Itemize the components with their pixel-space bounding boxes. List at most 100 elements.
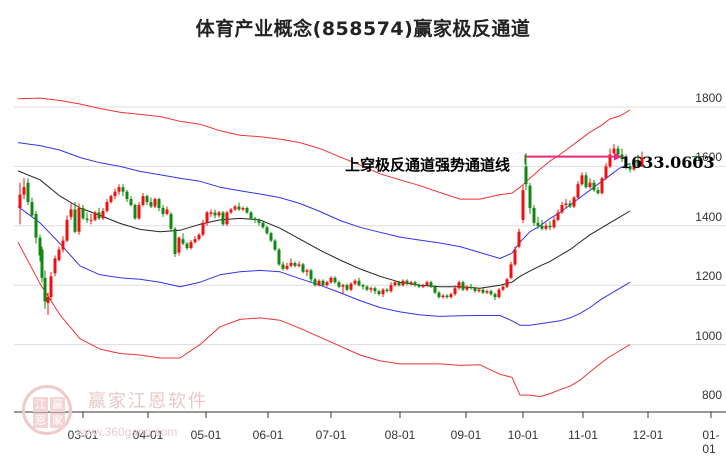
watermark-logo-char: 家 [50,413,65,428]
candle-down [121,187,125,192]
candle-down [40,249,44,278]
candle-up [229,209,233,213]
candle-up [389,285,393,292]
candle-up [197,234,201,240]
candle-down [429,282,433,287]
candle-up [93,212,97,220]
candle-down [461,282,465,290]
candle-down [377,291,381,295]
candle-down [30,202,34,216]
candle-up [421,285,425,287]
candle-up [381,289,385,295]
candle-down [85,218,89,220]
candle-up [57,249,61,260]
candle-up [193,239,197,243]
candle-down [489,291,493,295]
candle-down [181,239,185,244]
candle-down [620,154,624,159]
candle-down [373,288,377,292]
upper-inner-band-line [17,142,631,259]
candle-down [385,289,389,292]
candle-down [433,286,437,293]
candle-up [105,202,109,211]
candle-down [528,185,532,208]
candle-down [253,218,257,220]
candle-down [43,277,47,302]
candle-down [265,227,269,234]
candle-up [217,212,221,216]
candle-down [397,282,401,286]
watermark-logo-icon: 江 赢 恩 家 [22,385,72,435]
candle-down [269,233,273,241]
lower-outer-band-line [17,241,631,398]
candle-down [161,207,165,214]
x-tick-label: 07-01 [315,428,347,442]
candle-down [337,282,341,287]
watermark-url: www.360gann.com [76,425,178,439]
x-tick-label: 06-01 [252,428,284,442]
candle-up [109,196,113,203]
candle-down [405,280,409,284]
candle-up [501,286,505,290]
candle-up [572,197,576,207]
candle-up [285,265,289,269]
candle-up [353,280,357,284]
x-tick-label: 04-01 [132,428,164,442]
candle-down [34,213,38,238]
y-tick-label: 1800 [695,91,722,105]
candle-up [441,295,445,298]
candle-up [600,178,604,194]
y-tick-label: 800 [701,388,722,402]
candle-up [165,209,169,214]
candle-down [481,289,485,293]
candle-down [345,285,349,290]
candle-up [233,206,237,210]
y-tick-label: 1400 [695,209,722,224]
candle-up [297,264,301,266]
candle-up [517,231,521,247]
candle-up [409,282,413,284]
candle-down [469,286,473,289]
candle-up [89,219,93,221]
x-tick-label: 11-01 [568,428,598,442]
lower-inner-band-line [17,206,631,326]
candle-down [26,182,30,203]
candle-up [401,280,405,286]
candle-down [129,199,133,206]
candle-up [576,184,580,198]
candle-down [281,264,285,269]
candle-down [636,160,640,167]
candle-up [604,166,608,179]
watermark-logo-char: 恩 [33,413,48,428]
candle-up [477,289,481,292]
candle-down [365,286,369,290]
candle-up [141,196,145,206]
candle-up [560,205,564,213]
candle-up [113,191,117,197]
candle-up [564,203,568,206]
candle-down [125,191,129,200]
candle-down [249,212,253,219]
candle-down [437,292,441,298]
x-tick-label: 03-01 [67,428,99,442]
candle-up [205,212,209,223]
candle-up [513,249,517,265]
candle-up [608,154,612,167]
y-tick-label: 1600 [695,150,722,165]
candle-down [277,249,281,265]
candle-up [61,240,65,250]
candle-down [301,264,305,272]
candle-down [624,158,628,167]
candle-down [628,166,632,170]
candle-down [185,243,189,249]
candle-up [241,207,245,210]
candle-up [588,182,592,188]
candle-up [225,212,229,225]
candle-up [153,199,157,207]
candle-up [453,288,457,295]
candle-down [493,294,497,298]
candle-up [425,282,429,286]
candle-up [640,157,644,167]
candle-down [413,282,417,286]
